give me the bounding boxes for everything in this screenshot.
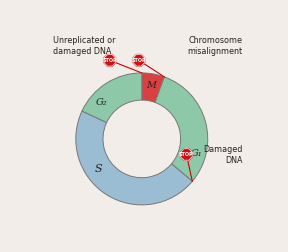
Text: S: S — [95, 164, 103, 174]
Polygon shape — [133, 55, 145, 66]
Text: STOP: STOP — [179, 152, 194, 157]
Text: G₂: G₂ — [96, 98, 107, 107]
Wedge shape — [82, 73, 142, 122]
Wedge shape — [155, 77, 208, 181]
Wedge shape — [76, 111, 192, 205]
Polygon shape — [104, 55, 115, 66]
Text: Unreplicated or
damaged DNA: Unreplicated or damaged DNA — [52, 36, 115, 56]
Text: Damaged
DNA: Damaged DNA — [203, 145, 243, 166]
Text: M: M — [146, 81, 156, 90]
Wedge shape — [142, 73, 164, 102]
Text: G₁: G₁ — [190, 149, 202, 158]
Polygon shape — [181, 149, 192, 160]
Text: STOP: STOP — [103, 58, 117, 63]
Text: STOP: STOP — [132, 58, 146, 63]
Text: Chromosome
misalignment: Chromosome misalignment — [187, 36, 243, 56]
